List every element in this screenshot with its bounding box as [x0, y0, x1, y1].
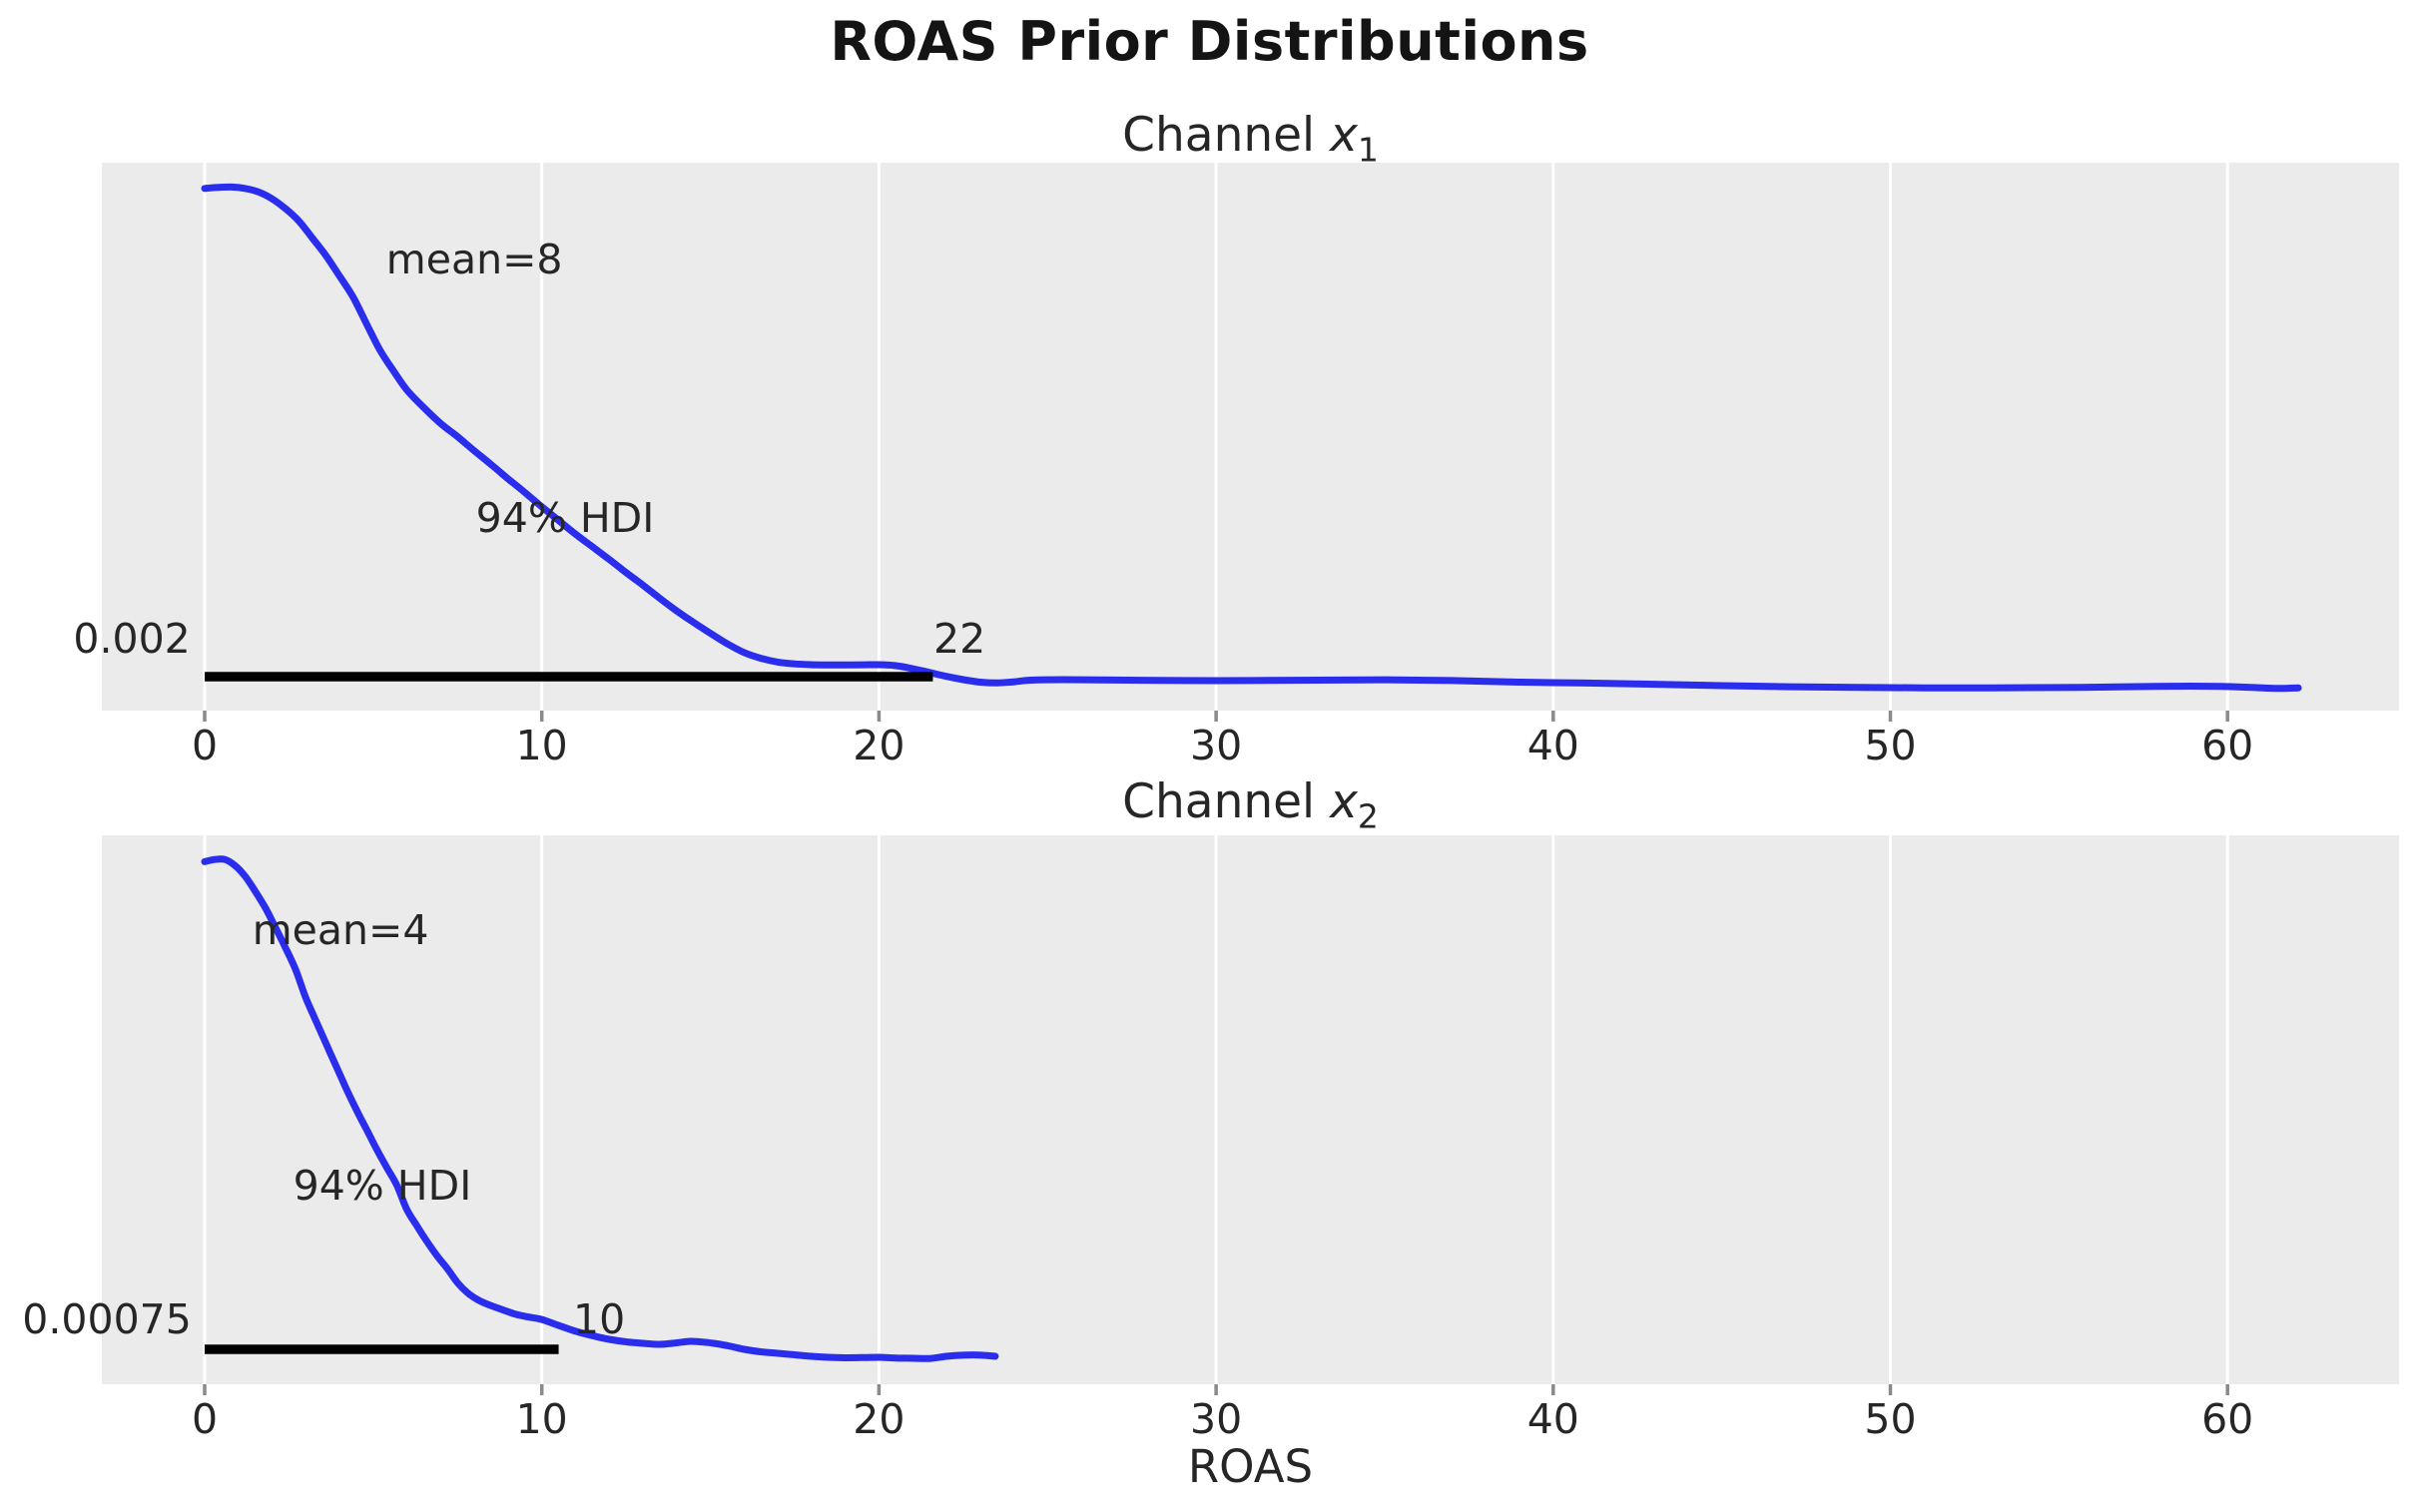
prior-kde-x1-curve: [201, 183, 2302, 693]
subplot2-tick-label-50: 50: [1864, 1395, 1917, 1443]
subplot2-hdi-lower-label: 0.00075: [22, 1295, 192, 1344]
x-axis-label: ROAS: [1187, 1440, 1314, 1493]
subplot1-hdi-probability-label: 94% HDI: [475, 493, 655, 542]
subplot1-title: Channel x1: [1122, 108, 1379, 170]
subplot2-hdi-probability-label: 94% HDI: [293, 1161, 472, 1210]
subplot2-canvas: [201, 835, 2229, 1395]
subplot1-tick-label-20: 20: [853, 722, 906, 769]
subplot1-tick-label-50: 50: [1864, 722, 1917, 769]
subplot1-axes: mean=8 94% HDI 0.002 22: [73, 163, 2399, 722]
subplot1-tick-label-0: 0: [191, 722, 219, 769]
subplot2-tick-label-10: 10: [515, 1395, 568, 1443]
subplot2-tick-label-40: 40: [1526, 1395, 1579, 1443]
figure-title: ROAS Prior Distributions: [830, 10, 1589, 73]
subplot2-mean-label: mean=4: [252, 906, 429, 955]
subplot2-tick-label-30: 30: [1190, 1395, 1243, 1443]
subplot1-canvas: [201, 163, 2302, 722]
prior-kde-x2-curve: [201, 855, 999, 1362]
subplot1-tick-label-60: 60: [2201, 722, 2254, 769]
subplot1-tick-label-10: 10: [515, 722, 568, 769]
subplot2-tick-label-60: 60: [2201, 1395, 2254, 1443]
subplot1-tick-label-40: 40: [1526, 722, 1579, 769]
subplot2-tick-label-20: 20: [853, 1395, 906, 1443]
subplot2-tick-label-0: 0: [191, 1395, 219, 1443]
subplot2-title: Channel x2: [1122, 774, 1379, 836]
subplot1-hdi-lower-label: 0.002: [73, 615, 191, 664]
subplot1-hdi-upper-label: 22: [933, 615, 986, 664]
subplot2-axes: mean=4 94% HDI 0.00075 10: [22, 835, 2399, 1395]
subplot1-tick-label-30: 30: [1190, 722, 1243, 769]
subplot1-mean-label: mean=8: [385, 236, 563, 284]
subplot2-hdi-upper-label: 10: [573, 1295, 626, 1344]
